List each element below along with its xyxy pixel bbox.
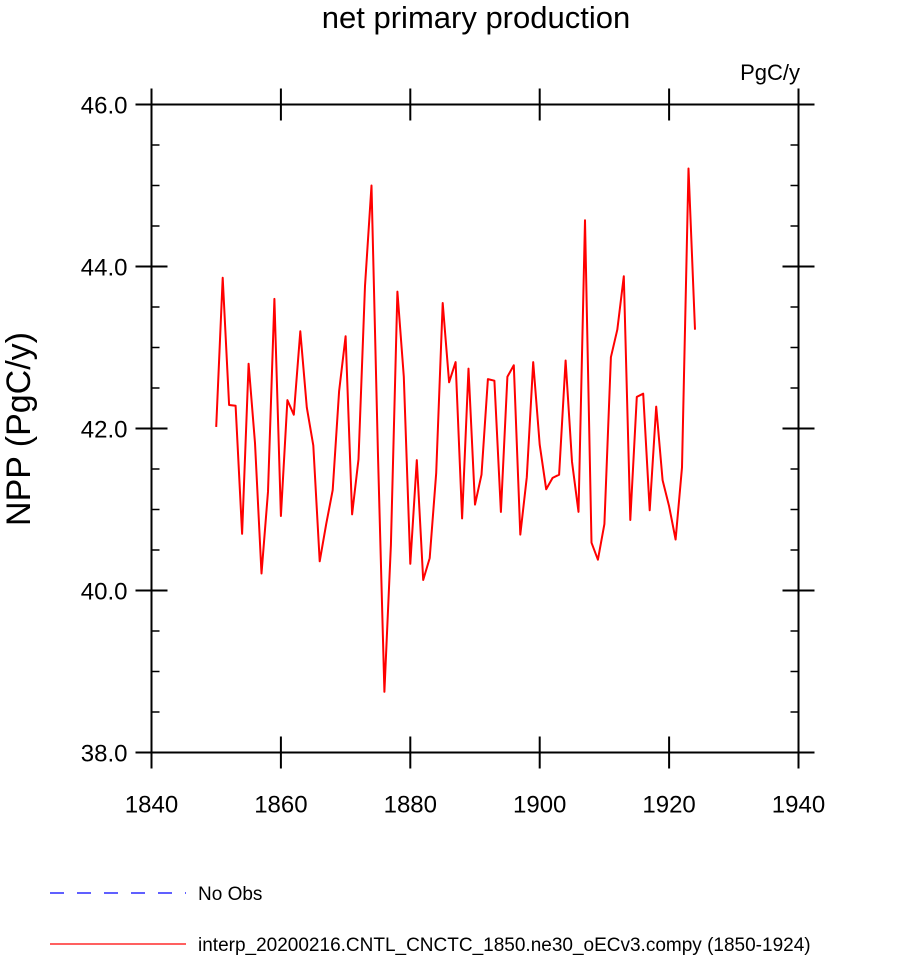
x-tick-label: 1920 (642, 792, 695, 819)
x-tick-label: 1860 (254, 792, 307, 819)
y-tick-label: 44.0 (81, 255, 128, 282)
plot-frame (150, 103, 800, 754)
chart-title: net primary production (322, 0, 630, 35)
x-tick-label: 1880 (384, 792, 437, 819)
y-tick-label: 42.0 (81, 417, 128, 444)
y-axis-ticks (135, 103, 815, 754)
y-tick-label: 46.0 (81, 93, 128, 120)
x-axis-tick-labels: 1840 1860 1880 1900 1920 1940 (125, 792, 825, 819)
npp-series-line (215, 167, 696, 693)
y-tick-label: 38.0 (81, 741, 128, 768)
units-label: PgC/y (740, 60, 800, 85)
x-tick-label: 1840 (125, 792, 178, 819)
x-axis-ticks (150, 88, 800, 769)
x-tick-label: 1940 (772, 792, 825, 819)
y-tick-label: 40.0 (81, 579, 128, 606)
x-tick-label: 1900 (513, 792, 566, 819)
y-axis-tick-labels: 38.0 40.0 42.0 44.0 46.0 (81, 93, 128, 768)
legend: No Obs interp_20200216.CNTL_CNCTC_1850.n… (50, 884, 811, 956)
y-axis-label: NPP (PgC/y) (0, 332, 38, 526)
legend-label-no-obs: No Obs (198, 884, 262, 905)
legend-label-model: interp_20200216.CNTL_CNCTC_1850.ne30_oEC… (198, 935, 811, 956)
